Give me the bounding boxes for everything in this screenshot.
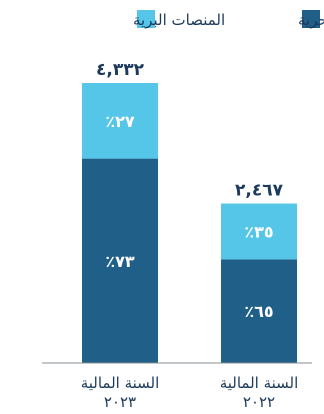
bar-segment-1-0 xyxy=(221,259,297,363)
bar-segment-label-0-1: ٪٢٧ xyxy=(105,112,135,131)
bars: ٪٧٣ ٪٢٧ ٤,٣٣٢ ٪٦٥ ٪٣٥ ٢,٤٦٧ xyxy=(82,60,297,363)
bar-segment-0-0 xyxy=(82,158,158,363)
legend: المنصات البحرية المنصات البرية xyxy=(133,10,324,29)
bar-segment-1-1 xyxy=(221,203,297,260)
bar-total-label-0: ٤,٣٣٢ xyxy=(96,60,145,80)
x-tick-label-0-1: ٢٠٢٣ xyxy=(104,393,136,411)
bar-segment-label-0-0: ٪٧٣ xyxy=(105,252,135,271)
x-tick-label-1-0: السنة المالية xyxy=(220,374,299,392)
bar-segment-label-1-1: ٪٣٥ xyxy=(244,222,273,241)
legend-swatch-0 xyxy=(302,10,320,28)
bar-segment-label-1-0: ٪٦٥ xyxy=(244,302,273,321)
x-tick-label-1-1: ٢٠٢٢ xyxy=(243,393,275,411)
legend-label-1: المنصات البرية xyxy=(133,11,225,29)
legend-label-0: المنصات البحرية xyxy=(298,11,324,29)
legend-swatch-1 xyxy=(137,10,155,28)
x-tick-label-0-0: السنة المالية xyxy=(81,374,160,392)
bar-total-label-1: ٢,٤٦٧ xyxy=(235,181,284,201)
bar-segment-0-1 xyxy=(82,83,158,159)
